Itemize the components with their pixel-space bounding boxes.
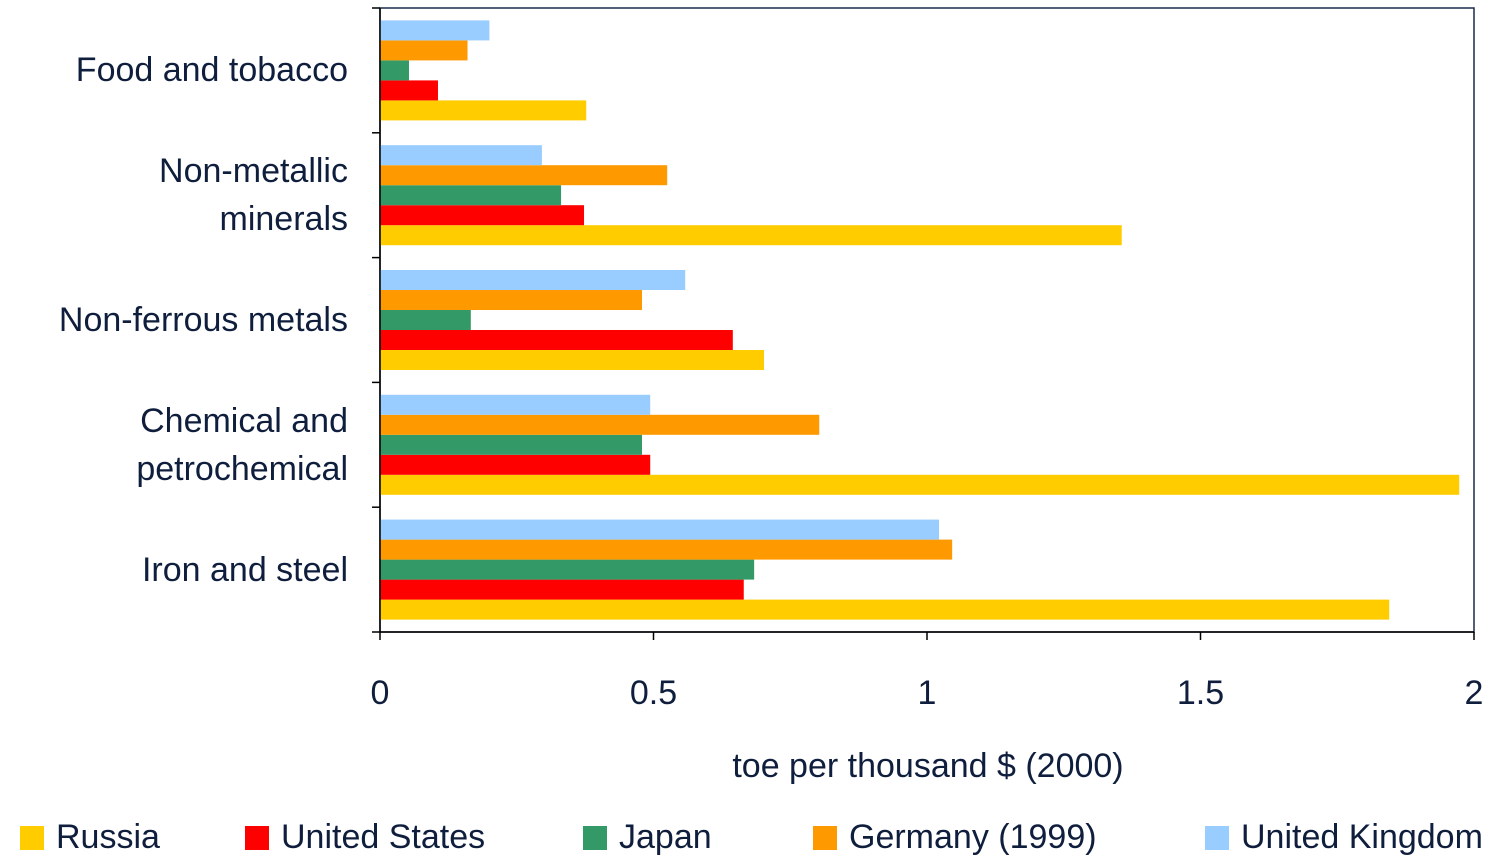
x-tick-label: 2 bbox=[1465, 674, 1484, 712]
bar bbox=[380, 519, 940, 540]
x-axis-title: toe per thousand $ (2000) bbox=[732, 747, 1123, 785]
bar bbox=[380, 579, 744, 600]
bar bbox=[380, 434, 643, 455]
x-tick-label: 1 bbox=[918, 674, 937, 712]
bar bbox=[380, 145, 542, 166]
legend-swatch bbox=[583, 826, 607, 850]
legend-label: United Kingdom bbox=[1241, 818, 1483, 856]
legend-swatch bbox=[813, 826, 837, 850]
bar bbox=[380, 100, 587, 121]
bar bbox=[380, 310, 471, 330]
bar bbox=[380, 539, 953, 560]
bar bbox=[380, 414, 820, 435]
legend-label: Japan bbox=[619, 818, 712, 856]
bar bbox=[380, 270, 686, 290]
bar bbox=[380, 40, 468, 61]
bar bbox=[380, 185, 562, 206]
legend-swatch bbox=[245, 826, 269, 850]
y-tick-label: Iron and steel bbox=[141, 550, 348, 589]
bar bbox=[380, 205, 585, 226]
bar bbox=[380, 290, 643, 310]
bar bbox=[380, 20, 490, 41]
x-tick-label: 1.5 bbox=[1177, 674, 1224, 712]
x-tick-label: 0.5 bbox=[630, 674, 677, 712]
x-tick-label: 0 bbox=[371, 674, 390, 712]
bar bbox=[380, 454, 651, 475]
bar bbox=[380, 80, 438, 101]
bar bbox=[380, 165, 668, 186]
bar bbox=[380, 599, 1390, 620]
bar bbox=[380, 225, 1122, 246]
bar bbox=[380, 474, 1460, 495]
bar bbox=[380, 60, 409, 81]
bar bbox=[380, 350, 764, 370]
y-tick-label: Chemical and petrochemical bbox=[136, 401, 348, 488]
legend-label: Germany (1999) bbox=[849, 818, 1097, 856]
legend-swatch bbox=[1205, 826, 1229, 850]
y-tick-label: Non-metallic minerals bbox=[159, 152, 348, 239]
y-tick-label: Food and tobacco bbox=[75, 51, 348, 90]
bar bbox=[380, 394, 651, 415]
y-tick-label: Non-ferrous metals bbox=[58, 301, 348, 339]
legend-swatch bbox=[20, 826, 44, 850]
bar bbox=[380, 330, 733, 350]
legend-label: United States bbox=[281, 818, 485, 856]
bar bbox=[380, 559, 755, 580]
legend-label: Russia bbox=[56, 818, 160, 856]
